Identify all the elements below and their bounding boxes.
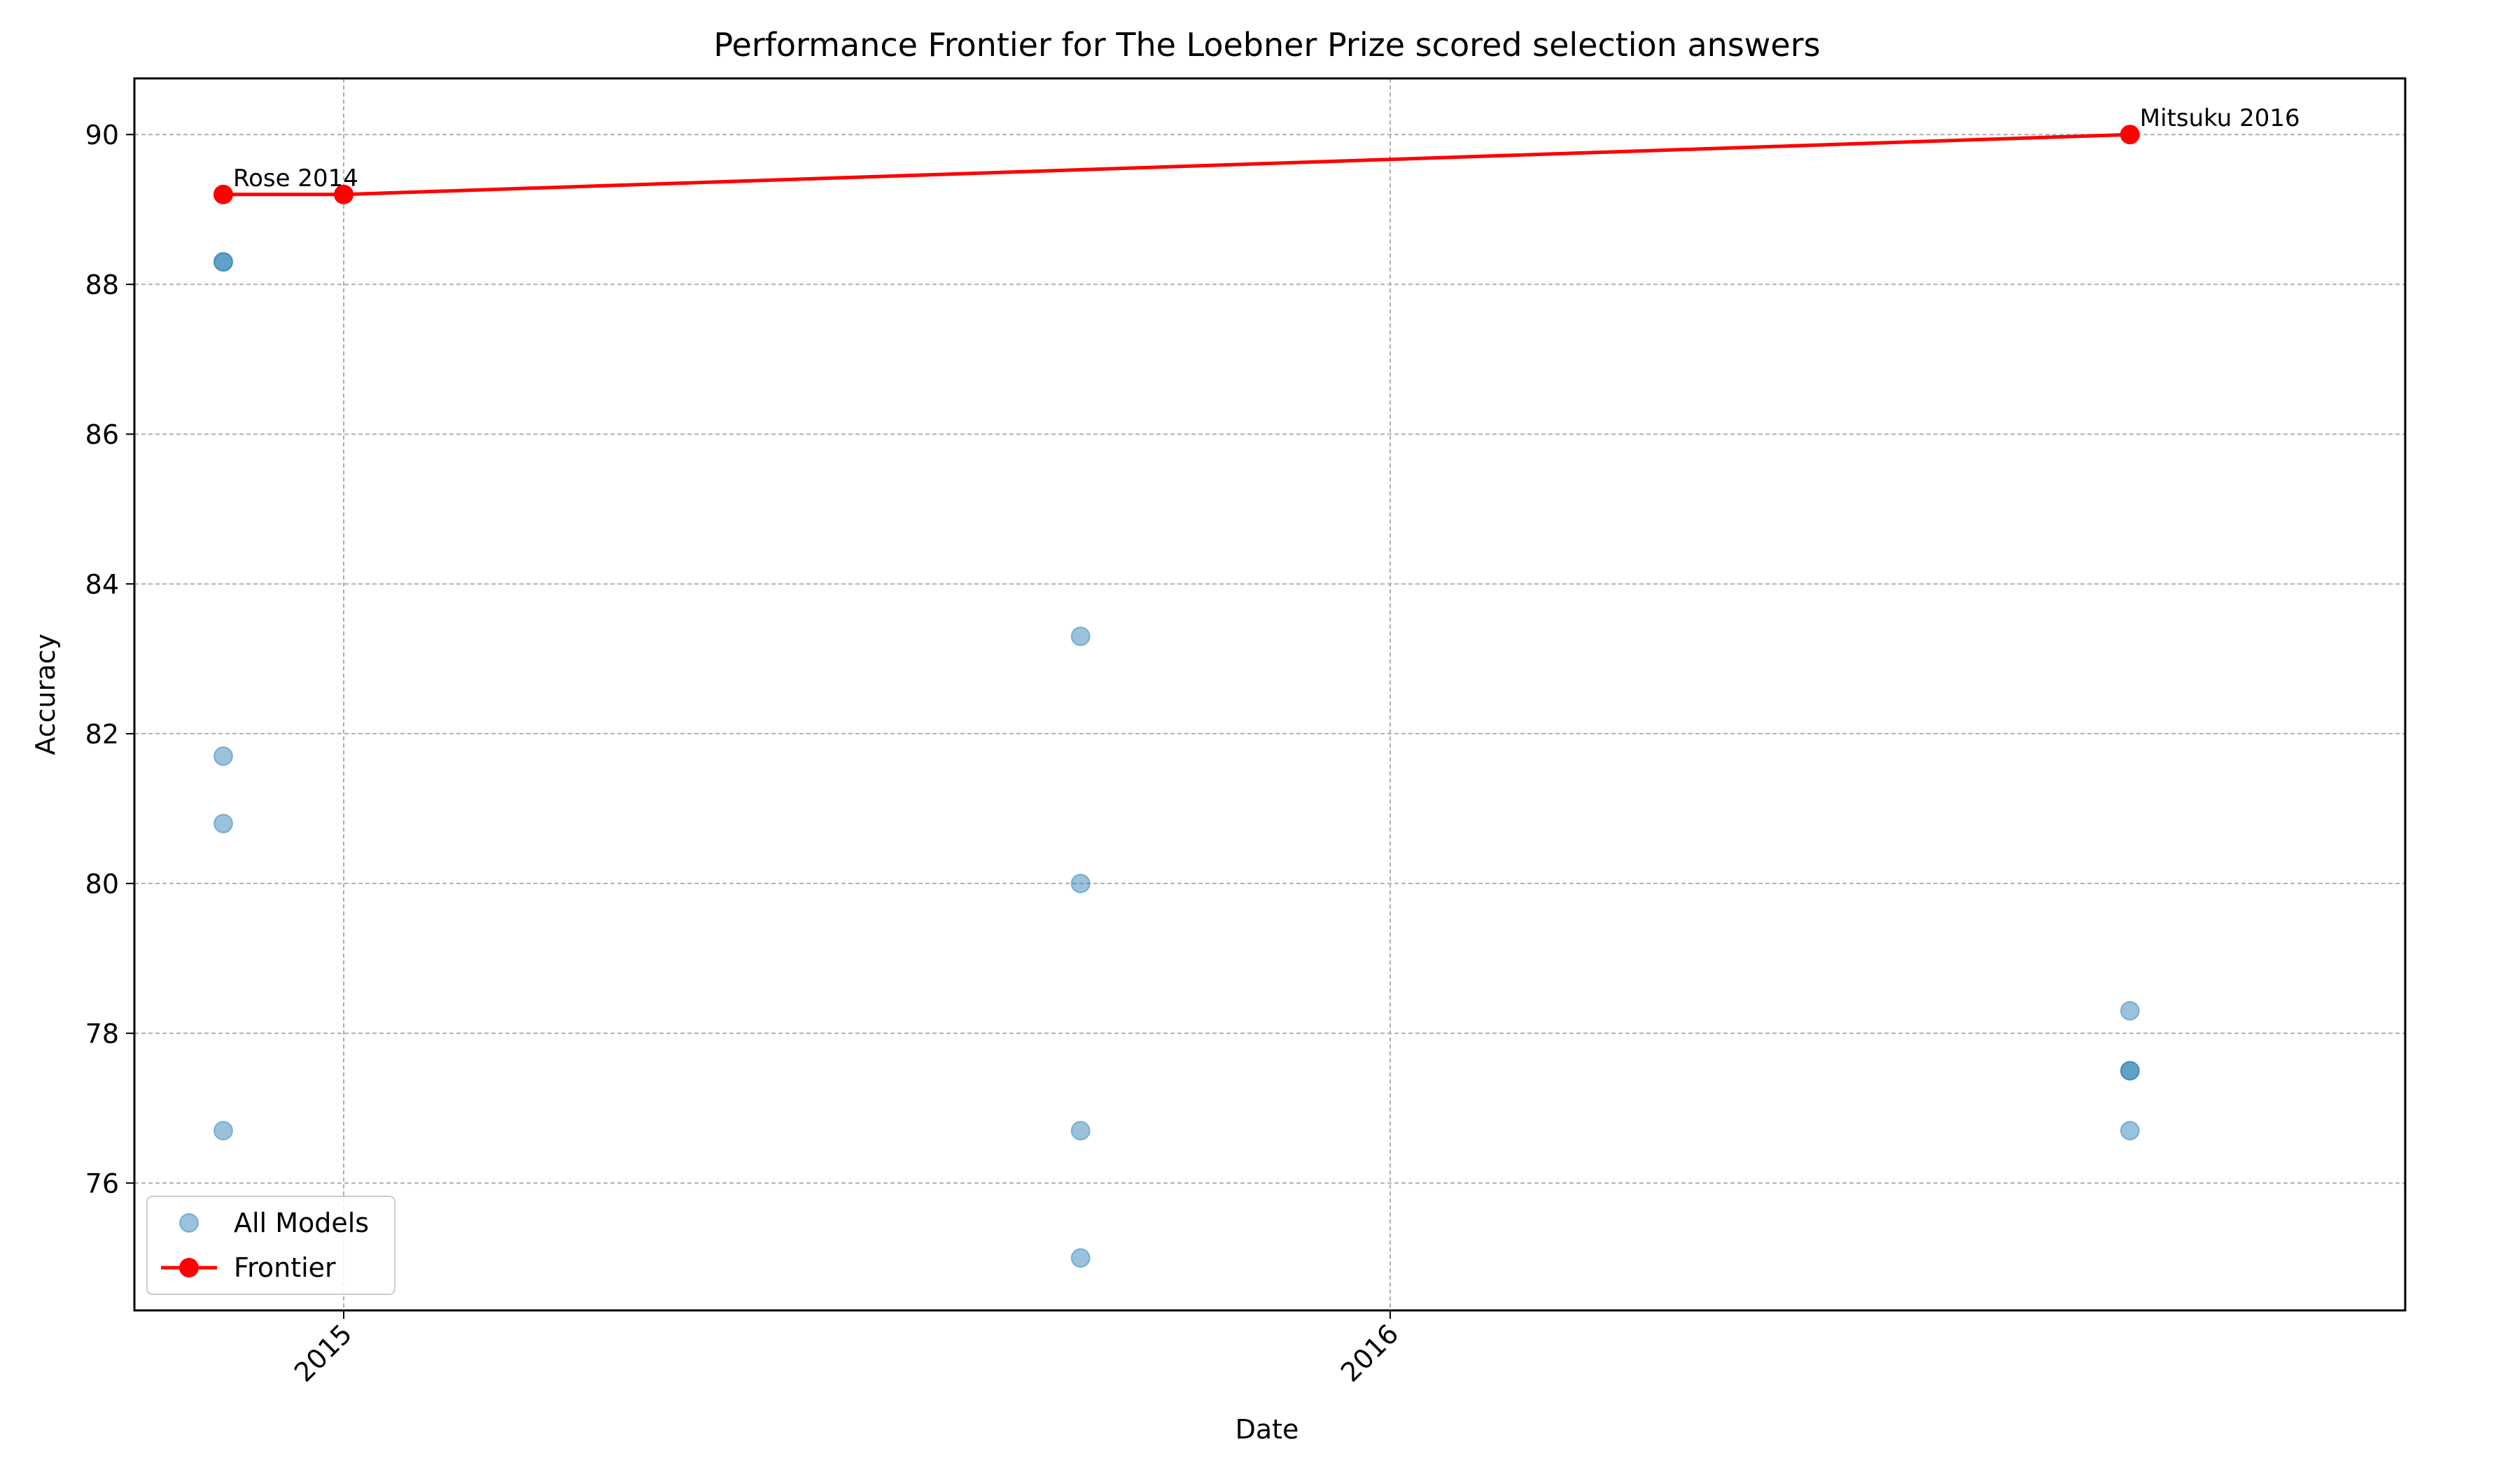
y-tick-label: 88 bbox=[85, 270, 119, 300]
legend-box bbox=[146, 1196, 396, 1295]
annotations: Rose 2014 Mitsuku 2016 bbox=[233, 104, 2300, 192]
legend-marker-frontier bbox=[179, 1258, 199, 1278]
chart-title: Performance Frontier for The Loebner Pri… bbox=[713, 26, 1820, 64]
frontier-point bbox=[334, 184, 354, 204]
y-tick-label: 82 bbox=[85, 719, 119, 750]
scatter-point bbox=[2120, 1121, 2140, 1141]
y-tick-label: 76 bbox=[85, 1168, 119, 1199]
y-tick-label: 80 bbox=[85, 869, 119, 899]
y-tick-label: 86 bbox=[85, 419, 119, 450]
y-tick-label: 84 bbox=[85, 569, 119, 600]
scatter-point bbox=[213, 252, 233, 272]
grid-lines bbox=[134, 78, 2405, 1310]
scatter-point bbox=[213, 813, 233, 834]
legend-label: Frontier bbox=[234, 1252, 336, 1283]
scatter-point bbox=[1070, 626, 1091, 647]
scatter-point bbox=[213, 252, 233, 272]
scatter-point bbox=[2120, 1060, 2140, 1081]
frontier-point bbox=[2120, 125, 2140, 145]
scatter-point bbox=[2120, 1060, 2140, 1081]
scatter-series bbox=[213, 252, 2140, 1268]
x-axis-label: Date bbox=[1236, 1414, 1299, 1445]
y-axis-label: Accuracy bbox=[30, 634, 61, 755]
legend-marker-all-models bbox=[179, 1213, 199, 1233]
frontier-series bbox=[213, 125, 2140, 204]
plot-area-frame bbox=[133, 77, 2407, 1312]
frontier-point bbox=[213, 184, 233, 204]
legend-label: All Models bbox=[234, 1208, 369, 1238]
scatter-point bbox=[1070, 1121, 1091, 1141]
scatter-point bbox=[1070, 1248, 1091, 1268]
y-tick-label: 78 bbox=[85, 1018, 119, 1049]
scatter-point bbox=[2120, 1001, 2140, 1021]
legend: All Models Frontier bbox=[146, 1196, 396, 1295]
point-annotation: Rose 2014 bbox=[233, 164, 358, 192]
scatter-point bbox=[213, 746, 233, 766]
y-tick-label: 90 bbox=[85, 120, 119, 150]
scatter-point bbox=[1070, 874, 1091, 894]
scatter-point bbox=[213, 1121, 233, 1141]
point-annotation: Mitsuku 2016 bbox=[2140, 104, 2300, 132]
